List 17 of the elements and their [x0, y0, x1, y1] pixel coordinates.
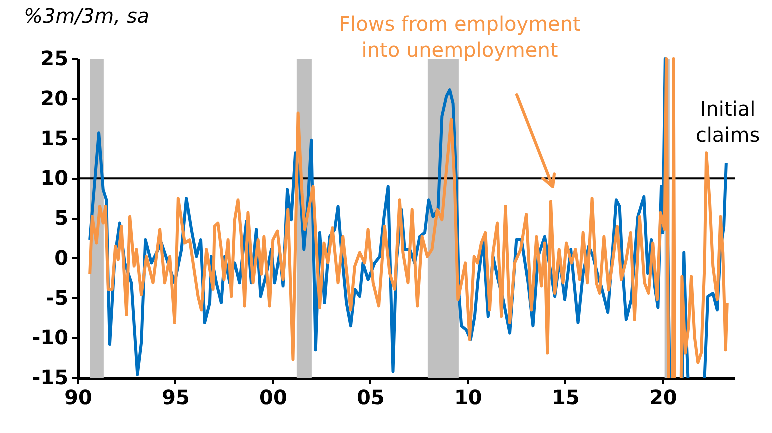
y-tick-label: 25	[40, 46, 68, 70]
x-tick-label: 20	[649, 386, 678, 410]
y-tick-label: -5	[46, 286, 68, 310]
text: Flows from employment into unemployment	[339, 12, 582, 62]
x-tick-label: 95	[162, 386, 190, 410]
y-axis-title: %3m/3m, sa	[24, 4, 150, 28]
y-tick-label: 15	[40, 126, 68, 150]
x-tick-label: 10	[454, 386, 482, 410]
y-tick-label: 10	[40, 166, 68, 190]
y-tick-label: 0	[54, 246, 68, 270]
x-tick-label: 00	[260, 386, 288, 410]
y-tick-label: 5	[54, 206, 68, 230]
x-tick-label: 15	[552, 386, 580, 410]
series-label: Initial claims	[696, 97, 760, 147]
y-tick-label: -10	[32, 326, 68, 350]
y-tick-label: 20	[40, 86, 68, 110]
x-tick-label: 05	[357, 386, 385, 410]
